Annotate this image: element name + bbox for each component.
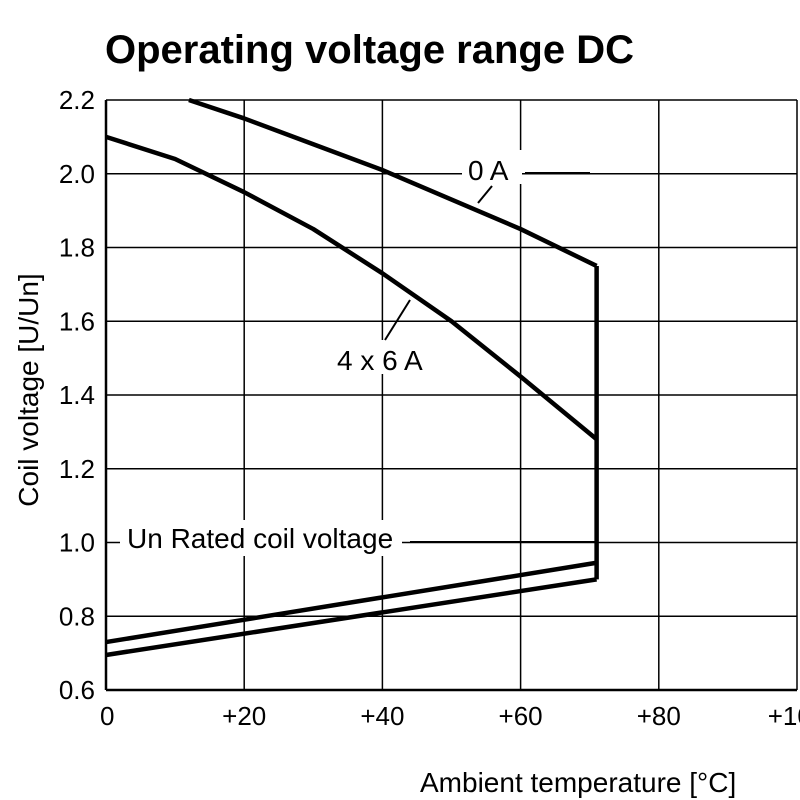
series-line-un-rated-coil-voltage-lower [105, 577, 597, 658]
x-tick-label: +80 [637, 701, 681, 731]
y-tick-label: 1.6 [59, 306, 95, 336]
y-tick-label: 1.2 [59, 454, 95, 484]
y-tick-label: 2.0 [59, 159, 95, 189]
series-line-un-rated-coil-voltage-upper [105, 560, 597, 645]
x-axis-label: Ambient temperature [°C] [420, 767, 736, 798]
x-tick-label: +100 [768, 701, 800, 731]
y-tick-label: 0.8 [59, 601, 95, 631]
annotation-rated-voltage: Un Rated coil voltage [127, 523, 393, 554]
y-tick-label: 1.0 [59, 528, 95, 558]
series-lines [105, 97, 599, 658]
y-tick-label: 2.2 [59, 85, 95, 115]
x-tick-label: 0 [100, 701, 114, 731]
x-tick-label: +40 [360, 701, 404, 731]
x-tick-label: +60 [499, 701, 543, 731]
y-tick-label: 0.6 [59, 675, 95, 705]
y-axis-label: Coil voltage [U/Un] [13, 273, 44, 506]
y-tick-label: 1.4 [59, 380, 95, 410]
annotation-4x6a: 4 x 6 A [337, 345, 423, 376]
y-tick-label: 1.8 [59, 233, 95, 263]
series-line-0-a [188, 97, 598, 268]
tick-labels: 0 +20 +40 +60 +80 +100 0.6 0.8 1.0 1.2 1.4 1.6 1.8 2.… [59, 85, 800, 731]
annotation-0a: 0 A [468, 155, 509, 186]
chart-title: Operating voltage range DC [105, 28, 634, 72]
x-tick-label: +20 [222, 701, 266, 731]
series-line-4-x-6-a [105, 134, 599, 441]
grid [104, 99, 798, 692]
